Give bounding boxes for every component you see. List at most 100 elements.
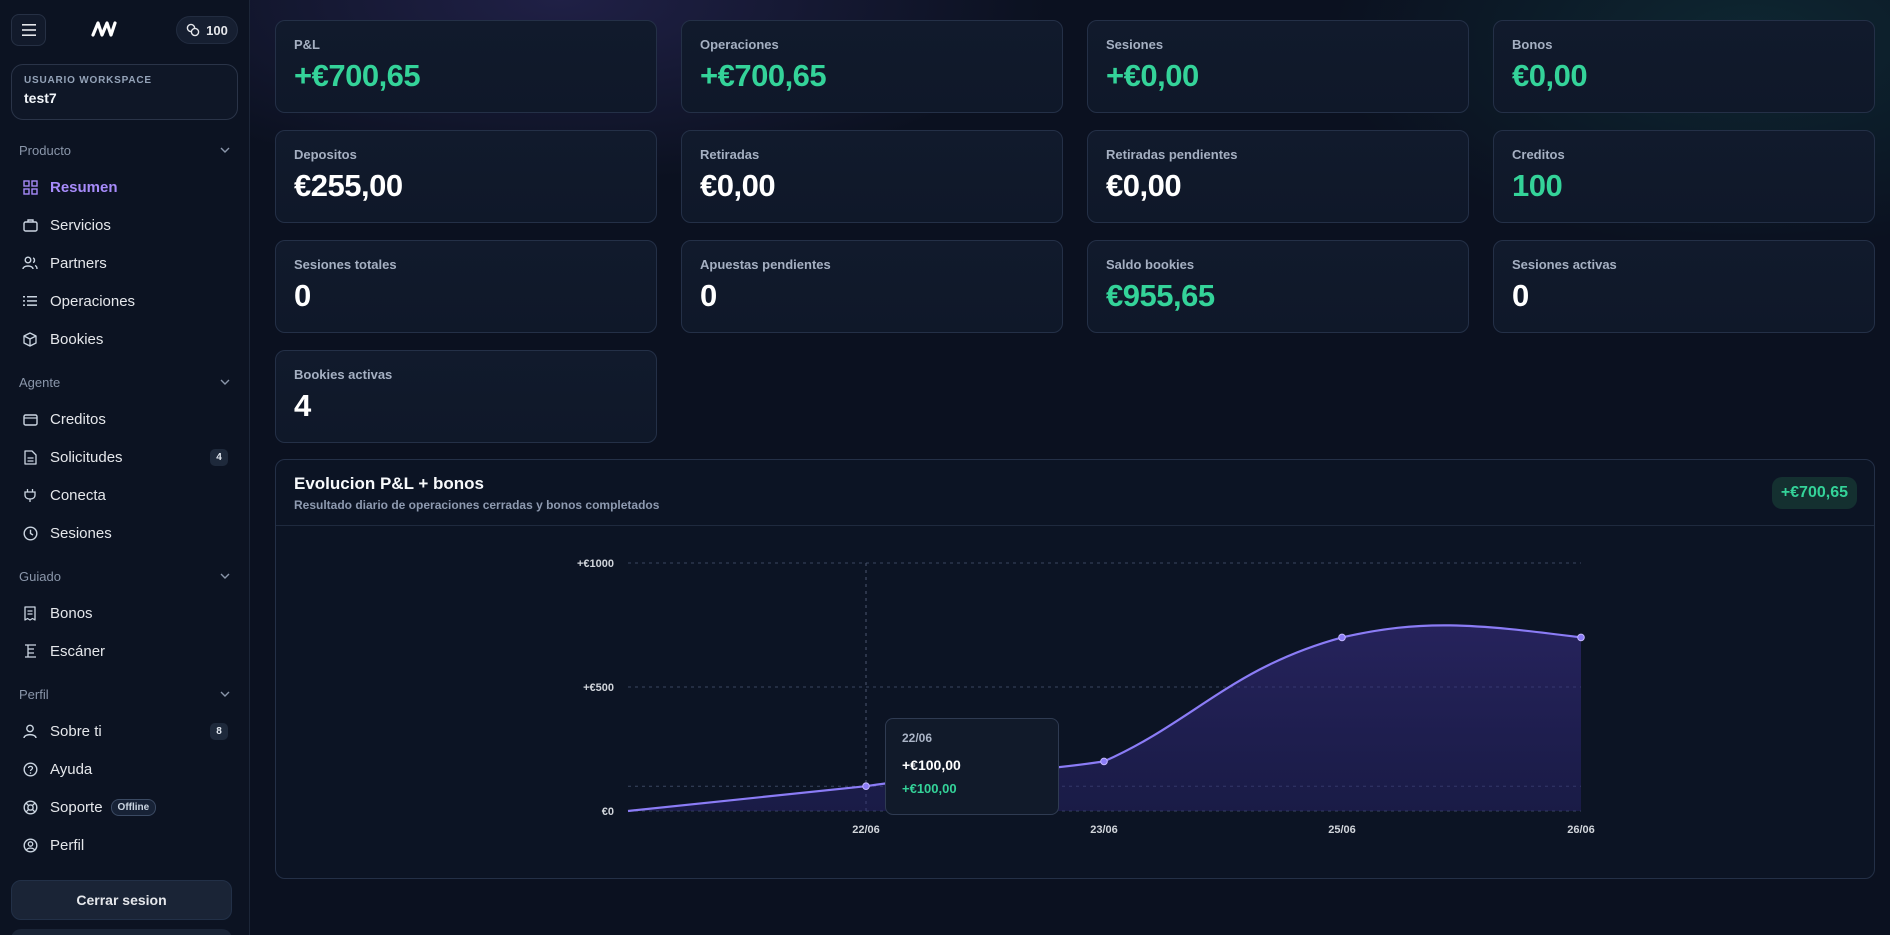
stat-value: €0,00 <box>1512 58 1588 93</box>
sidebar: 100 USUARIO WORKSPACE test7 Producto Res… <box>0 0 250 935</box>
x-tick-label: 25/06 <box>1328 824 1356 836</box>
wallet-icon <box>22 411 38 427</box>
stat-card-sesiones: Sesiones +€0,00 <box>1087 20 1469 113</box>
tooltip-date: 22/06 <box>902 731 933 745</box>
stat-label: Apuestas pendientes <box>700 257 831 272</box>
sidebar-item-resumen[interactable]: Resumen <box>11 170 238 204</box>
sidebar-item-operaciones[interactable]: Operaciones <box>11 284 238 318</box>
stat-card-apuestas-pendientes: Apuestas pendientes 0 <box>681 240 1063 333</box>
stat-label: Sesiones <box>1106 37 1164 52</box>
sidebar-top: 100 <box>11 14 238 46</box>
sidebar-item-label: Ayuda <box>50 760 93 778</box>
plug-icon <box>22 487 38 503</box>
workspace-name: test7 <box>24 90 57 106</box>
user-icon <box>22 723 38 739</box>
logout-button[interactable]: Cerrar sesion <box>11 880 232 920</box>
series-area <box>628 625 1581 811</box>
sidebar-bottom-button[interactable] <box>11 929 232 935</box>
stat-value: 0 <box>1512 278 1529 313</box>
pl-area-chart[interactable]: €0 +€500 +€1000 22/06 23/06 25/06 26/06 <box>276 526 1874 878</box>
tooltip-total: +€100,00 <box>902 757 961 773</box>
stat-card-sesiones-activas: Sesiones activas 0 <box>1493 240 1875 333</box>
sidebar-item-escaner[interactable]: Escáner <box>11 634 238 668</box>
lifebuoy-icon <box>22 799 38 815</box>
stat-label: Depositos <box>294 147 357 162</box>
stat-card-saldo-bookies: Saldo bookies €955,65 <box>1087 240 1469 333</box>
sidebar-item-label: Bookies <box>50 330 104 348</box>
y-tick-label: +€500 <box>583 682 614 694</box>
sidebar-item-creditos[interactable]: Creditos <box>11 402 238 436</box>
stat-label: Bookies activas <box>294 367 393 382</box>
y-tick-label: €0 <box>602 806 614 818</box>
stat-label: Sesiones activas <box>1512 257 1617 272</box>
chart-total-badge: +€700,65 <box>1771 477 1857 509</box>
data-point <box>862 782 870 791</box>
x-tick-label: 23/06 <box>1090 824 1118 836</box>
stat-value: +€700,65 <box>294 58 421 93</box>
section-title: Guiado <box>19 568 61 584</box>
sidebar-item-label: Resumen <box>50 178 118 196</box>
hamburger-icon <box>21 24 36 36</box>
sidebar-item-perfil[interactable]: Perfil <box>11 828 238 862</box>
stat-value: +€700,65 <box>700 58 827 93</box>
clock-icon <box>22 525 38 541</box>
credits-pill[interactable]: 100 <box>176 16 238 44</box>
sidebar-item-partners[interactable]: Partners <box>11 246 238 280</box>
chart-subtitle: Resultado diario de operaciones cerradas… <box>294 498 660 512</box>
sidebar-item-bonos[interactable]: Bonos <box>11 596 238 630</box>
brand-logo-icon[interactable] <box>91 19 117 39</box>
stat-label: P&L <box>294 37 320 52</box>
stat-value: €955,65 <box>1106 278 1215 313</box>
receipt-icon <box>22 605 38 621</box>
box-icon <box>22 331 38 347</box>
section-perfil[interactable]: Perfil <box>19 684 230 704</box>
tooltip-pl: +€100,00 <box>902 781 957 796</box>
stat-value: €255,00 <box>294 168 403 203</box>
briefcase-icon <box>22 217 38 233</box>
chart-title: Evolucion P&L + bonos <box>294 474 485 493</box>
workspace-selector[interactable]: USUARIO WORKSPACE test7 <box>11 64 238 120</box>
sidebar-item-sobre-ti[interactable]: Sobre ti 8 <box>11 714 238 748</box>
solicitudes-count-badge: 4 <box>210 449 228 466</box>
sidebar-item-servicios[interactable]: Servicios <box>11 208 238 242</box>
workspace-label: USUARIO WORKSPACE <box>24 75 152 86</box>
chevron-down-icon <box>220 573 230 579</box>
chevron-down-icon <box>220 691 230 697</box>
credits-count: 100 <box>206 22 228 38</box>
section-agente[interactable]: Agente <box>19 372 230 392</box>
data-point <box>1338 633 1346 642</box>
users-icon <box>22 255 38 271</box>
sidebar-item-solicitudes[interactable]: Solicitudes 4 <box>11 440 238 474</box>
sidebar-item-conecta[interactable]: Conecta <box>11 478 238 512</box>
chevron-down-icon <box>220 147 230 153</box>
sidebar-item-label: Creditos <box>50 410 106 428</box>
sidebar-item-ayuda[interactable]: Ayuda <box>11 752 238 786</box>
coins-icon <box>186 23 200 37</box>
section-title: Agente <box>19 374 61 390</box>
section-title: Producto <box>19 142 72 158</box>
stat-label: Retiradas pendientes <box>1106 147 1238 162</box>
sidebar-item-label: Perfil <box>50 836 85 854</box>
sidebar-item-bookies[interactable]: Bookies <box>11 322 238 356</box>
user-circle-icon <box>22 837 38 853</box>
sidebar-item-label: Partners <box>50 254 107 272</box>
stat-value: 100 <box>1512 168 1563 203</box>
stat-value: €0,00 <box>1106 168 1182 203</box>
sidebar-item-sesiones[interactable]: Sesiones <box>11 516 238 550</box>
section-guiado[interactable]: Guiado <box>19 566 230 586</box>
sidebar-item-soporte[interactable]: Soporte Offline <box>11 790 238 824</box>
stat-value: +€0,00 <box>1106 58 1199 93</box>
x-tick-label: 22/06 <box>852 824 880 836</box>
stat-card-depositos: Depositos €255,00 <box>275 130 657 223</box>
stat-card-retiradas: Retiradas €0,00 <box>681 130 1063 223</box>
stat-card-bonos: Bonos €0,00 <box>1493 20 1875 113</box>
stat-label: Sesiones totales <box>294 257 397 272</box>
sobre-ti-count-badge: 8 <box>210 723 228 740</box>
list-icon <box>22 293 38 309</box>
sidebar-item-label: Solicitudes <box>50 448 123 466</box>
stat-card-retiradas-pendientes: Retiradas pendientes €0,00 <box>1087 130 1469 223</box>
stat-label: Bonos <box>1512 37 1553 52</box>
section-producto[interactable]: Producto <box>19 140 230 160</box>
menu-button[interactable] <box>11 14 46 46</box>
document-icon <box>22 449 38 465</box>
